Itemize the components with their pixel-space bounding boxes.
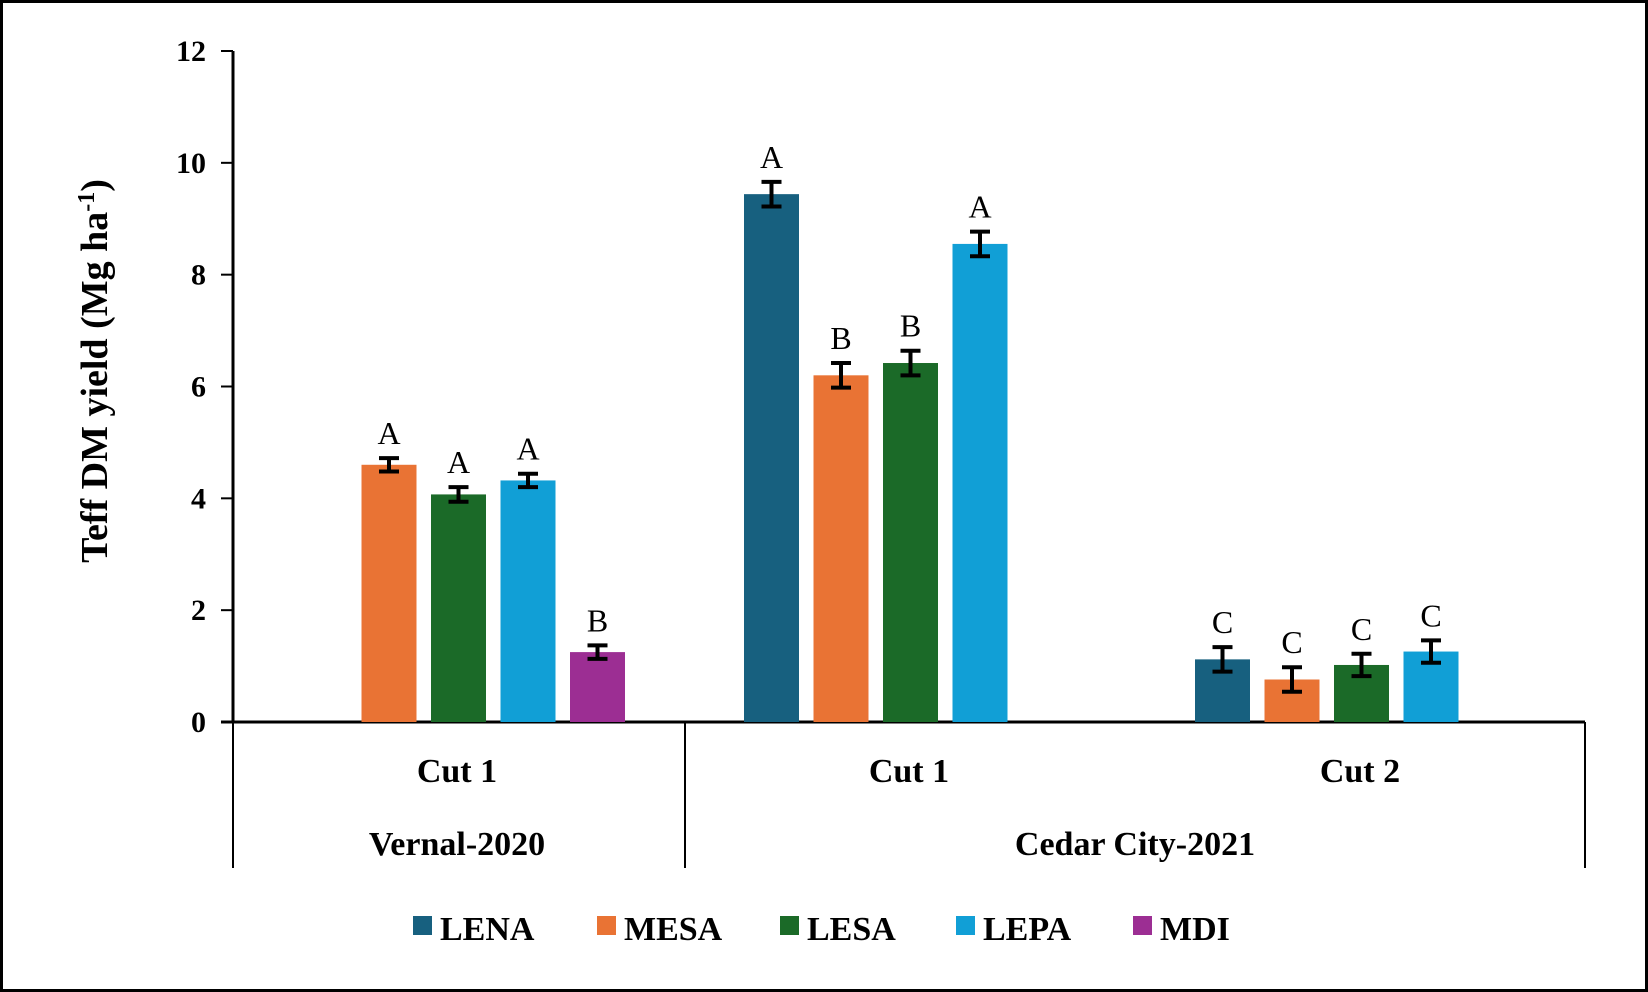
bar-lepa bbox=[952, 243, 1008, 722]
x-cut-label: Cut 1 bbox=[417, 753, 497, 790]
legend-swatch-lena bbox=[413, 916, 432, 935]
significance-letter: C bbox=[1351, 611, 1372, 647]
y-axis-label-sup: -1 bbox=[74, 192, 100, 212]
bar-lena bbox=[744, 194, 799, 722]
significance-letter: A bbox=[516, 431, 539, 467]
x-category-labels: Cut 1 Cut 1 Cut 2 Vernal-2020 Cedar City-202… bbox=[369, 753, 1400, 863]
legend-swatch-lesa bbox=[780, 916, 799, 935]
bar-lepa bbox=[500, 480, 556, 722]
legend-swatch-mesa bbox=[597, 916, 616, 935]
axes: 0 2 4 6 8 10 12 bbox=[176, 35, 1586, 868]
legend-label-lena: LENA bbox=[440, 911, 535, 948]
bar-lesa bbox=[431, 494, 486, 722]
y-axis-label: Teff DM yield (Mg ha-1) bbox=[74, 179, 116, 563]
y-tick-label: 8 bbox=[191, 259, 206, 292]
significance-letter: A bbox=[377, 415, 400, 451]
legend-label-lesa: LESA bbox=[807, 911, 896, 948]
y-tick-label: 4 bbox=[191, 482, 206, 515]
significance-letter: A bbox=[447, 444, 470, 480]
significance-letter: B bbox=[830, 320, 851, 356]
bar-lesa bbox=[883, 363, 938, 722]
legend-swatch-lepa bbox=[956, 916, 975, 935]
significance-letter: C bbox=[1281, 624, 1302, 660]
bar-chart: 0 2 4 6 8 10 12 A C A B C A B C A A C B Cut 1 Cut 1 Cut 2 Ve… bbox=[74, 35, 1586, 948]
significance-letter: C bbox=[1420, 597, 1441, 633]
y-axis-label-suffix: ) bbox=[74, 179, 116, 192]
y-axis-label-main: Teff DM yield (Mg ha bbox=[74, 212, 116, 563]
x-location-label: Cedar City-2021 bbox=[1015, 826, 1255, 863]
significance-letter: A bbox=[760, 139, 783, 175]
x-cut-label: Cut 1 bbox=[869, 753, 949, 790]
legend-label-lepa: LEPA bbox=[983, 911, 1072, 948]
bar-mesa bbox=[361, 464, 417, 722]
legend-swatch-mdi bbox=[1133, 916, 1152, 935]
bar-mesa bbox=[813, 375, 869, 722]
x-cut-label: Cut 2 bbox=[1320, 753, 1400, 790]
y-tick-label: 0 bbox=[191, 706, 206, 739]
y-tick-label: 2 bbox=[191, 594, 206, 627]
bars: A C A B C A B C A A C B bbox=[361, 139, 1459, 722]
significance-letter: C bbox=[1212, 604, 1233, 640]
significance-letter: B bbox=[900, 308, 921, 344]
y-tick-label: 12 bbox=[176, 35, 206, 68]
y-tick-label: 6 bbox=[191, 371, 206, 404]
legend-label-mdi: MDI bbox=[1160, 911, 1230, 948]
legend-label-mesa: MESA bbox=[624, 911, 723, 948]
x-location-label: Vernal-2020 bbox=[369, 826, 545, 863]
significance-letter: A bbox=[968, 189, 991, 225]
significance-letter: B bbox=[587, 602, 608, 638]
bar-mdi bbox=[570, 652, 625, 722]
y-tick-label: 10 bbox=[176, 147, 206, 180]
legend: LENA MESA LESA LEPA MDI bbox=[413, 911, 1230, 948]
